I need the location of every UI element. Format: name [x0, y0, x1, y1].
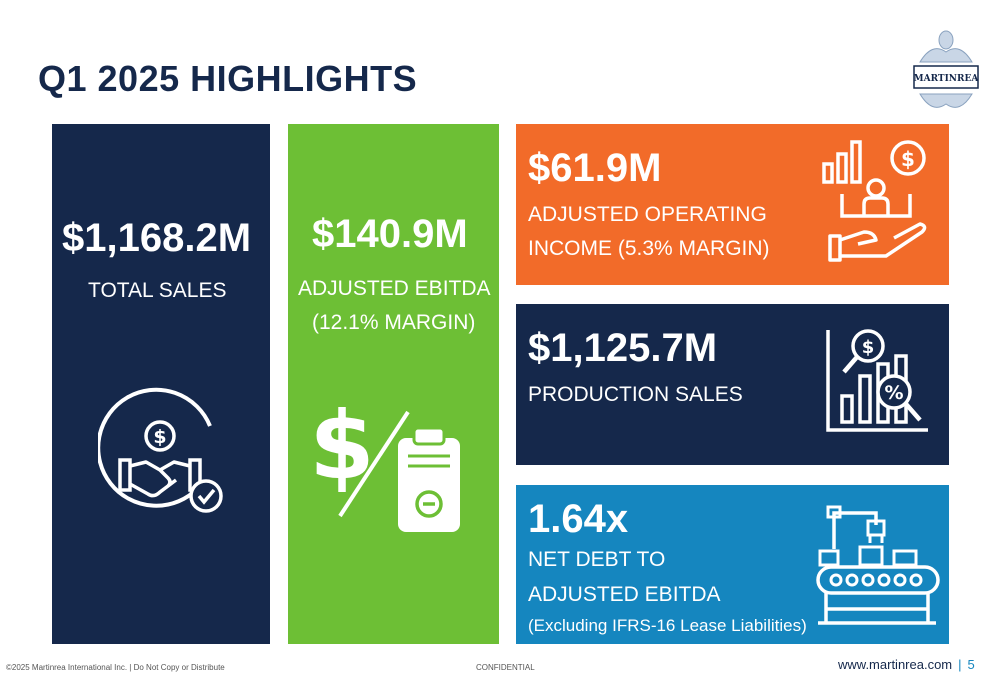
logo-text: MARTINREA — [914, 74, 980, 84]
operating-income-label-line2: INCOME (5.3% MARGIN) — [528, 237, 770, 260]
conveyor-robot-icon — [816, 505, 940, 625]
footer-separator: | — [958, 657, 962, 672]
dollar-clipboard-icon: $ — [316, 392, 460, 532]
handshake-dollar-icon: $ — [98, 387, 223, 513]
card-adjusted-ebitda: $140.9M ADJUSTED EBITDA (12.1% MARGIN) $ — [288, 124, 499, 644]
card-production-sales: $1,125.7M PRODUCTION SALES $ % — [516, 304, 949, 465]
production-sales-value: $1,125.7M — [528, 326, 718, 370]
svg-text:$: $ — [862, 337, 875, 358]
ebitda-label-line2: (12.1% MARGIN) — [312, 311, 476, 334]
footer-confidential: CONFIDENTIAL — [476, 663, 535, 672]
footer-website-block: www.martinrea.com | 5 — [838, 657, 975, 672]
total-sales-value: $1,168.2M — [62, 216, 252, 260]
martinrea-logo: MARTINREA — [913, 30, 980, 108]
net-debt-note: (Excluding IFRS-16 Lease Liabilities) — [528, 616, 807, 635]
production-sales-label: PRODUCTION SALES — [528, 383, 743, 406]
net-debt-label-line2: ADJUSTED EBITDA — [528, 583, 721, 606]
hand-growth-icon: $ — [822, 140, 927, 262]
operating-income-label-line1: ADJUSTED OPERATING — [528, 203, 767, 226]
card-total-sales: $1,168.2M TOTAL SALES $ — [52, 124, 270, 644]
footer-website-link[interactable]: www.martinrea.com — [838, 657, 953, 672]
total-sales-label: TOTAL SALES — [88, 279, 227, 302]
svg-text:$: $ — [901, 147, 915, 171]
svg-text:%: % — [884, 382, 903, 404]
ebitda-label-line1: ADJUSTED EBITDA — [298, 277, 491, 300]
svg-text:$: $ — [316, 392, 375, 501]
chart-magnifier-icon: $ % — [826, 329, 928, 432]
net-debt-value: 1.64x — [528, 497, 629, 541]
operating-income-value: $61.9M — [528, 146, 662, 190]
ebitda-value: $140.9M — [312, 212, 468, 256]
net-debt-label-line1: NET DEBT TO — [528, 548, 666, 571]
card-net-debt: 1.64x NET DEBT TO ADJUSTED EBITDA (Exclu… — [516, 485, 949, 644]
page-title: Q1 2025 HIGHLIGHTS — [38, 58, 418, 99]
card-adjusted-operating-income: $61.9M ADJUSTED OPERATING INCOME (5.3% M… — [516, 124, 949, 285]
page-number: 5 — [967, 657, 975, 672]
svg-text:$: $ — [153, 426, 166, 448]
footer-copyright: ©2025 Martinrea International Inc. | Do … — [6, 663, 225, 672]
